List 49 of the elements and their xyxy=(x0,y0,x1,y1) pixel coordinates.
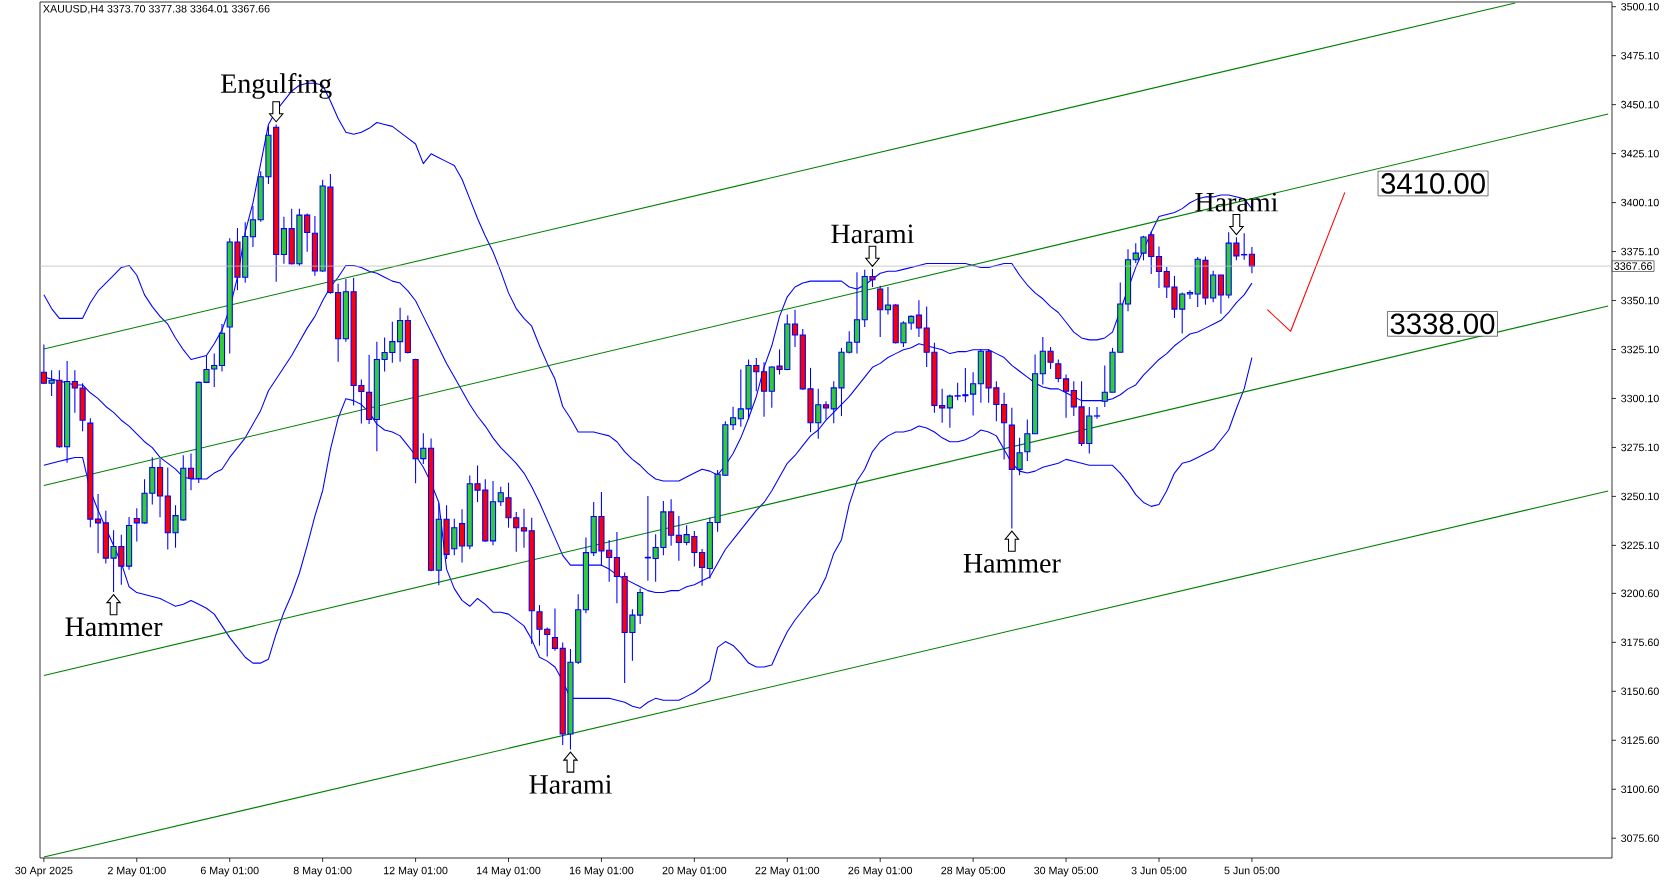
x-tick-label: 6 May 01:00 xyxy=(200,866,259,877)
annotation: 3338.00 xyxy=(1390,313,1495,335)
candlestick xyxy=(551,607,559,652)
annotation: Hammer xyxy=(65,617,163,637)
x-tick-label: 16 May 01:00 xyxy=(569,866,634,877)
candlestick xyxy=(822,400,830,420)
annotation: Harami xyxy=(831,224,914,244)
y-tick-label: 3275.10 xyxy=(1621,443,1659,452)
candlestick xyxy=(520,508,528,549)
candlestick xyxy=(187,452,195,491)
x-tick-label: 20 May 01:00 xyxy=(662,866,727,877)
y-tick-label: 3225.10 xyxy=(1621,541,1659,550)
ref-line-label: 3367.66 xyxy=(1614,262,1652,270)
y-tick-label: 3325.10 xyxy=(1621,345,1659,354)
y-tick-label: 3400.10 xyxy=(1621,198,1659,207)
x-tick-label: 3 Jun 05:00 xyxy=(1131,866,1187,875)
x-tick-label: 12 May 01:00 xyxy=(384,866,448,877)
x-tick-label: 28 May 05:00 xyxy=(941,866,1006,877)
y-tick-label: 3475.10 xyxy=(1621,51,1659,60)
y-tick-label: 3450.10 xyxy=(1621,100,1659,109)
annotation: 3410.00 xyxy=(1381,173,1485,194)
annotation: Harami xyxy=(529,775,612,794)
x-tick-label: 5 Jun 05:00 xyxy=(1224,866,1280,875)
y-tick-label: 3175.60 xyxy=(1621,638,1659,647)
x-tick-label: 2 May 01:00 xyxy=(107,866,166,877)
y-tick-label: 3200.60 xyxy=(1621,589,1659,598)
candlestick xyxy=(877,285,884,338)
x-tick-label: 30 Apr 2025 xyxy=(15,866,73,877)
x-tick-label: 14 May 01:00 xyxy=(477,866,541,877)
x-tick-label: 22 May 01:00 xyxy=(755,866,820,877)
x-tick-label: 26 May 01:00 xyxy=(848,866,913,877)
x-tick-label: 30 May 05:00 xyxy=(1034,866,1098,877)
candlestick xyxy=(1093,406,1101,420)
y-tick-label: 3375.10 xyxy=(1621,247,1659,256)
y-tick-label: 3425.10 xyxy=(1621,149,1659,158)
candlestick xyxy=(791,309,799,348)
x-tick-label: 8 May 01:00 xyxy=(293,866,352,877)
y-tick-label: 3075.60 xyxy=(1621,834,1659,842)
y-tick-label: 3300.10 xyxy=(1621,394,1659,403)
y-tick-label: 3100.60 xyxy=(1621,785,1659,794)
candlestick xyxy=(853,271,861,355)
y-tick-label: 3250.10 xyxy=(1621,492,1659,501)
y-tick-label: 3500.10 xyxy=(1621,2,1659,11)
y-tick-label: 3150.60 xyxy=(1621,687,1659,696)
annotation: Engulfing xyxy=(221,73,332,99)
chart-title: XAUUSD,H4 3373.70 3377.38 3364.01 3367.66 xyxy=(43,4,270,14)
annotation: Hammer xyxy=(963,554,1061,573)
y-tick-label: 3125.60 xyxy=(1621,736,1659,745)
y-tick-label: 3350.10 xyxy=(1621,296,1659,305)
